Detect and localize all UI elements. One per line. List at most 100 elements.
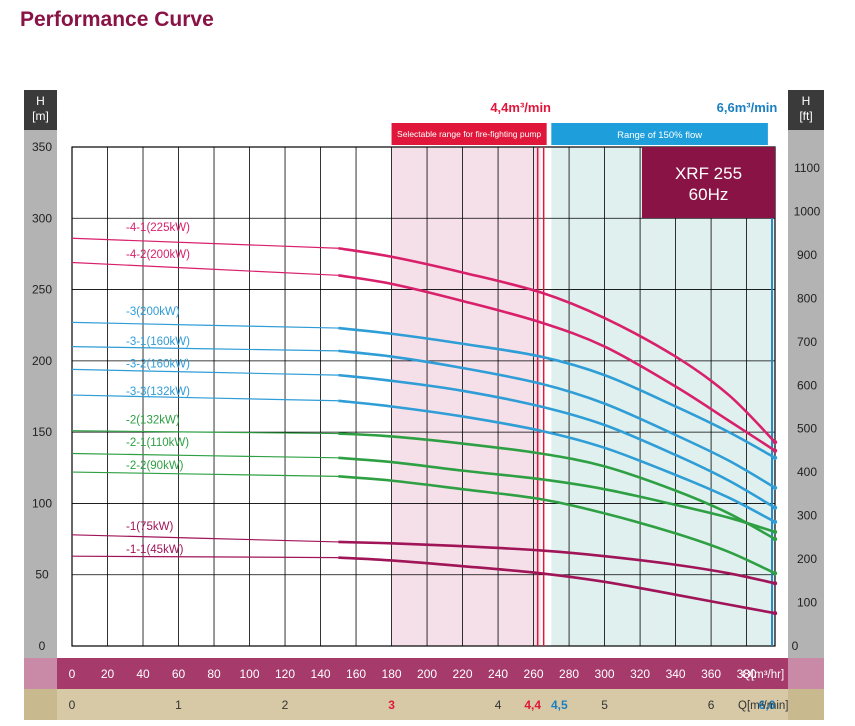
page-title: Performance Curve [20,8,214,31]
model-name: XRF 255 [675,164,742,183]
min-axis-unit-label: Q[m³/min] [738,700,788,712]
left-axis-title-line1: H [36,94,45,108]
left-axis-tick-label: 150 [32,425,52,439]
model-box [642,147,775,218]
right-axis-tick-label: 400 [797,465,817,479]
series-label-1: -4-1(225kW) [126,222,190,234]
right-axis-tick-label: 1100 [794,161,820,175]
series-end-point-11 [772,611,778,616]
series-end-point-6 [772,519,778,525]
right-axis-tick-label: 100 [797,596,817,610]
series-labels: -4-1(225kW) -4-2(200kW) -3(200kW) -3-1(160k… [126,222,190,556]
right-axis-tick-label: 1000 [794,204,821,218]
right-axis-tick-label: 600 [797,378,817,392]
series-line-7 [338,432,776,541]
right-axis-header [788,90,824,130]
fire-marker-label: 4,4m³/min [490,100,551,115]
q-axis-tick-label: 120 [275,667,295,681]
series-label-3: -3(200kW) [126,306,180,318]
q-axis-tick-label: 140 [311,667,331,681]
series-line-9 [338,475,776,575]
left-axis-tick-label: 0 [39,639,46,653]
q-axis-tick-label: 380 [737,667,757,681]
series-line-3 [338,326,776,459]
series-line-8 [338,456,776,534]
min-axis-tick-label: 6,6 [759,698,776,712]
right-axis-tick-label: 800 [797,291,817,305]
series-label-2: -4-2(200kW) [126,249,190,261]
q-axis-tick-label: 240 [488,667,508,681]
left-axis-tick-label: 350 [32,140,52,154]
q-axis-tick-label: 180 [382,667,402,681]
series-line-11 [338,556,776,615]
left-axis-ticks: 0 50 100 150 200 250 300 350 [32,140,52,653]
series-end-point-5 [772,505,778,510]
series-label-7: -2(132kW) [126,414,180,426]
series-label-8: -2-1(110kW) [126,437,189,449]
q-axis-ticks: 0 20 40 60 80 100 120 140 160 180 200 220 240 260 280 3… [69,667,757,681]
right-axis-bar [788,90,824,660]
min-axis-tick-label: 5 [601,698,608,712]
left-axis-bar [24,90,57,660]
q-axis-tick-label: 340 [666,667,686,681]
q-axis-tick-label: 40 [136,667,150,681]
min-axis-tick-label: 2 [282,698,289,712]
min-axis-tick-label: 0 [69,698,76,712]
right-axis-tick-label: 700 [797,335,817,349]
series-line-4 [338,349,776,489]
series-end-point-8 [772,529,778,535]
q-axis-tick-label: 100 [240,667,260,681]
series-end-point-7 [772,536,778,542]
q-axis-tick-label: 60 [172,667,186,681]
right-axis-tick-label: 900 [797,248,817,262]
series-label-10: -1(75kW) [126,521,173,533]
series-label-11: -1-1(45kW) [126,544,184,556]
series-end-point-3 [772,455,778,461]
q-axis-unit-label: Q[m³/hr] [742,669,784,681]
series-label-9: -2-2(90kW) [126,460,184,472]
min-axis-tick-label: 4,4 [524,698,541,712]
min-axis-bar-right [788,689,824,720]
series-end-point-2 [772,448,778,453]
series-line-5-thin [71,368,339,376]
right-axis-tick-label: 200 [797,552,817,566]
q-axis-tick-label: 320 [630,667,650,681]
flow150-marker-label: 6,6m³/min [717,100,778,115]
plot-frame [71,146,776,647]
series-line-10-thin [71,534,339,543]
series-end-point-9 [772,571,778,576]
q-axis-tick-label: 360 [701,667,721,681]
min-axis-tick-label: 3 [388,698,395,712]
min-axis-bar [24,689,824,720]
left-axis-header [24,90,57,130]
series-line-10 [338,540,776,585]
min-axis-tick-label: 6 [708,698,715,712]
q-axis-bar-left [24,658,57,689]
right-axis-title-line1: H [802,94,811,108]
left-axis-tick-label: 50 [35,568,49,582]
min-axis-tick-label: 4,5 [551,698,568,712]
series-line-11-thin [71,555,339,559]
q-axis-tick-label: 160 [346,667,366,681]
left-axis-tick-label: 300 [32,211,52,225]
fire-range-header [391,123,547,145]
flow150-range-title: Range of 150% flow [617,130,702,141]
q-axis-tick-label: 300 [595,667,615,681]
grid-lines [72,147,775,646]
series-line-6 [338,399,776,524]
series-end-point-10 [772,581,778,586]
model-frequency: 60Hz [689,185,729,204]
min-axis-tick-label: 4 [495,698,502,712]
series-line-1 [338,246,776,444]
series-line-9-thin [71,471,339,477]
series-line-2-thin [71,261,339,276]
min-axis-ticks: 0 1 2 3 4 4,4 4,5 5 6 6,6 [69,698,776,712]
series-label-5: -3-2(160kW) [126,359,190,371]
q-axis-tick-label: 280 [559,667,579,681]
flow150-range-header [551,123,768,145]
series-line-6-thin [71,394,339,402]
min-axis-bar-left [24,689,57,720]
series-label-4: -3-1(160kW) [126,336,190,348]
q-axis-tick-label: 80 [207,667,221,681]
